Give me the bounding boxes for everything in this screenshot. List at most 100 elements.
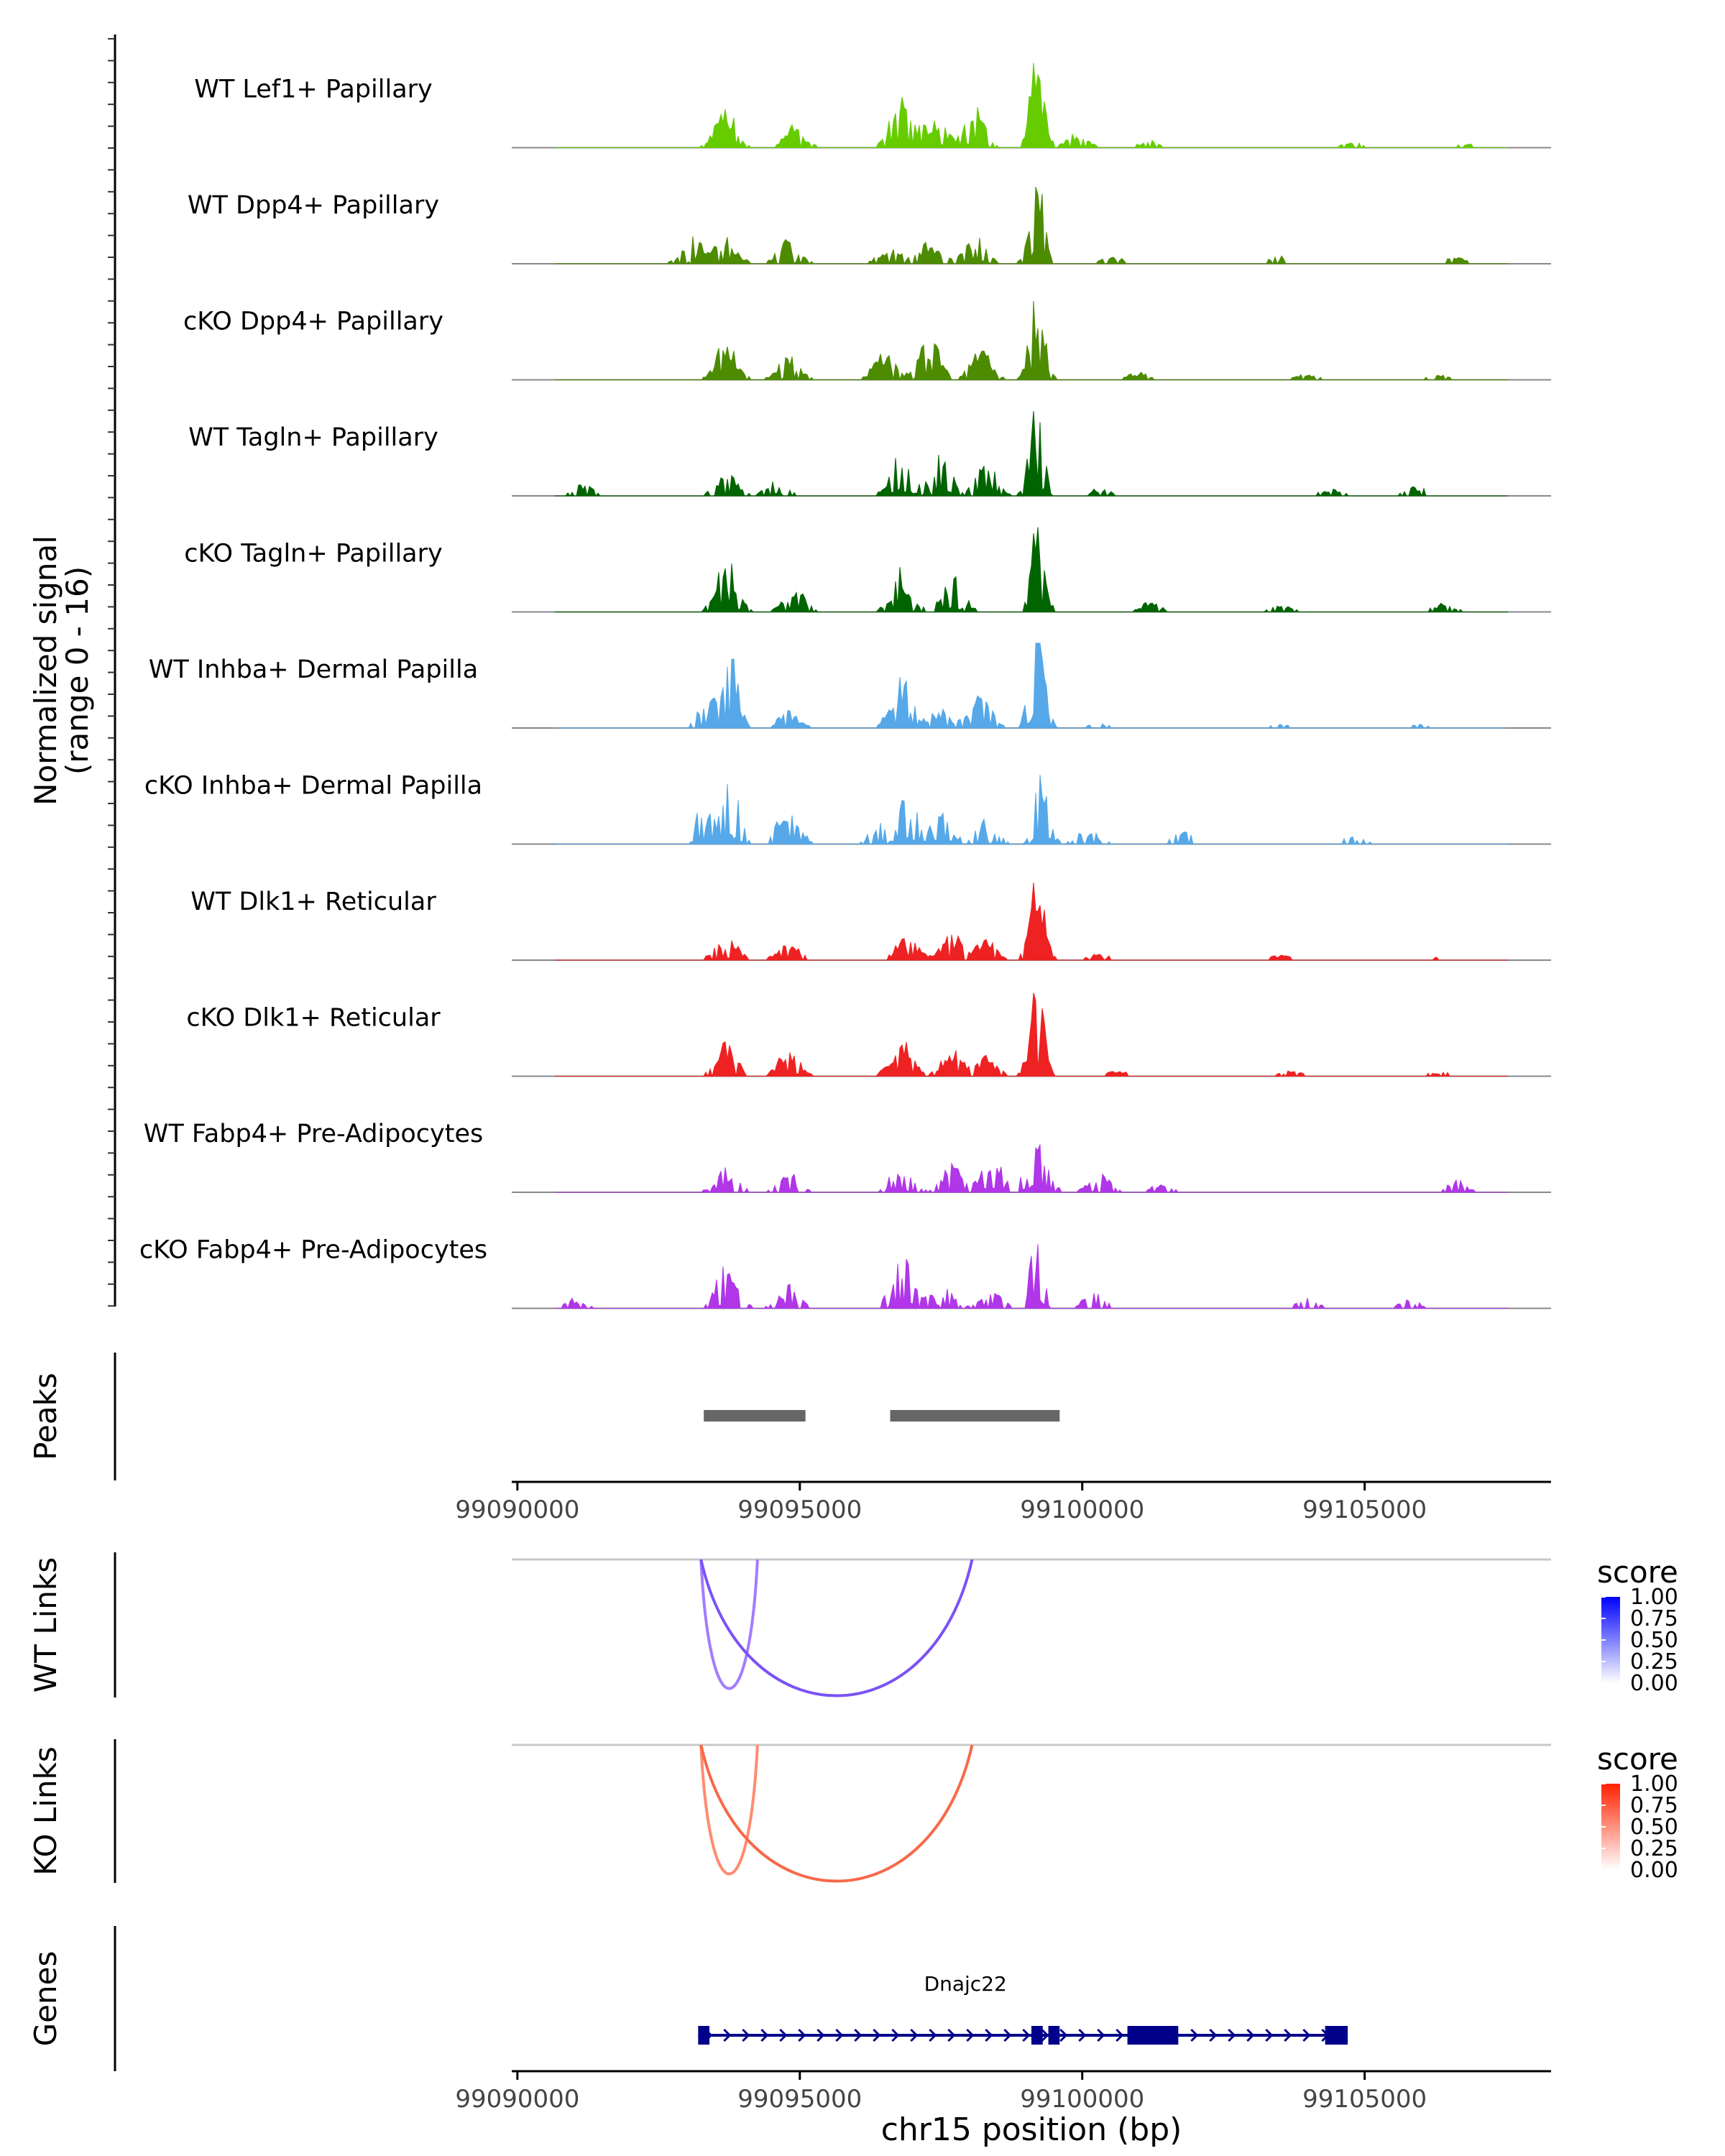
track-label: cKO Dlk1+ Reticular [186,1004,441,1033]
strand-arrow [816,2028,825,2042]
strand-arrow [1190,2028,1199,2042]
track-label: WT Tagln+ Papillary [188,423,438,452]
peaks-label: Peaks [28,1373,63,1460]
link-arc [699,1744,974,1883]
strand-arrow [891,2028,900,2042]
coverage-panel: Normalized signal (range 0 - 16) WT Lef1… [28,34,1551,1309]
coverage-ylabel-line2: (range 0 - 16) [60,566,95,775]
gene-exon [1127,2026,1179,2045]
strand-arrow [723,2028,732,2042]
peaks-panel: Peaks [28,1353,1060,1480]
legend-tick-label: 0.00 [1630,1671,1678,1696]
coverage-area [555,300,1508,382]
strand-arrow [1265,2028,1274,2042]
coverage-y-axis-ticks [108,38,115,1307]
strand-arrow [1284,2028,1292,2042]
legend-tick-label: 1.00 [1630,1585,1678,1610]
axis-tick-label: 99095000 [737,1496,862,1524]
strand-arrow [947,2028,956,2042]
track-label: cKO Inhba+ Dermal Papilla [144,772,482,801]
x-axis-title: chr15 position (bp) [881,2111,1182,2148]
coverage-area [555,1244,1508,1309]
legend-tick-label: 0.75 [1630,1793,1678,1818]
coverage-area [555,642,1508,729]
legend-tick-label: 0.25 [1630,1649,1678,1674]
gene-model [698,2026,1348,2045]
strand-arrow [1246,2028,1255,2042]
track-label: cKO Tagln+ Papillary [184,540,443,568]
strand-arrow [1022,2028,1031,2042]
axis-tick-label: 99090000 [455,1496,579,1524]
strand-arrow [1041,2028,1049,2042]
position-axis-bottom: 99090000 99095000 99100000 99105000 [455,2070,1551,2114]
strand-arrow [1097,2028,1105,2042]
coverage-ylabel-line1: Normalized signal [28,535,63,806]
legend-title: score [1597,1741,1678,1777]
legend-tick-label: 1.00 [1630,1772,1678,1797]
strand-arrow [854,2028,862,2042]
strand-arrow [1302,2028,1311,2042]
gene-exon [1048,2026,1060,2045]
genes-panel: Genes Dnajc22 [28,1926,1348,2071]
axis-tick-label: 99100000 [1020,1496,1144,1524]
strand-arrow [910,2028,919,2042]
gene-exon [698,2026,710,2045]
track-labels: WT Lef1+ Papillary WT Dpp4+ Papillary cKO … [139,75,487,1265]
position-axis-top: 99090000 99095000 99100000 99105000 [455,1480,1551,1524]
strand-arrow [1209,2028,1218,2042]
legend-tick-label: 0.25 [1630,1836,1678,1861]
axis-tick-label: 99100000 [1020,2085,1144,2114]
wt-links-label: WT Links [28,1557,63,1692]
strand-arrow [1116,2028,1124,2042]
coverage-area [555,527,1508,614]
legend-tick-label: 0.50 [1630,1815,1678,1840]
legend-tick-label: 0.50 [1630,1628,1678,1653]
legend-tick-label: 0.75 [1630,1606,1678,1631]
strand-arrow [742,2028,750,2042]
genes-label: Genes [28,1951,63,2047]
peak-bars [704,1410,1060,1422]
legend-title: score [1597,1554,1678,1590]
strand-arrow [779,2028,788,2042]
ko-links-label: KO Links [28,1746,63,1876]
track-label: cKO Dpp4+ Papillary [183,308,443,336]
gene-exon [1325,2026,1348,2045]
track-label: WT Inhba+ Dermal Papilla [149,655,478,684]
legend-tick-label: 0.00 [1630,1858,1678,1883]
track-label: WT Dlk1+ Reticular [190,888,436,916]
track-label: WT Fabp4+ Pre-Adipocytes [144,1120,483,1148]
coverage-area [555,882,1508,962]
gene-exon [1031,2026,1043,2045]
coverage-area [555,410,1508,497]
axis-tick-label: 99105000 [1302,2085,1427,2114]
gene-name-label: Dnajc22 [924,1972,1007,1996]
strand-arrow [966,2028,975,2042]
strand-arrow [873,2028,881,2042]
wt-link-arcs [699,1559,974,1697]
strand-arrow [985,2028,993,2042]
track-label: WT Dpp4+ Papillary [188,191,439,220]
link-arc [699,1559,974,1697]
coverage-area [555,775,1508,846]
ko-link-arcs [699,1744,974,1883]
link-arc [699,1744,759,1876]
strand-arrow [1078,2028,1087,2042]
strand-arrow [929,2028,937,2042]
strand-arrow [1059,2028,1068,2042]
coverage-area [555,63,1508,149]
strand-arrow [835,2028,844,2042]
axis-tick-label: 99095000 [737,2085,862,2114]
peak-region [890,1410,1060,1422]
peak-region [704,1410,806,1422]
strand-arrow [1003,2028,1012,2042]
coverage-area [555,992,1508,1078]
strand-arrow [1228,2028,1236,2042]
strand-arrow [760,2028,769,2042]
link-arc [699,1559,759,1690]
track-areas [512,63,1551,1309]
